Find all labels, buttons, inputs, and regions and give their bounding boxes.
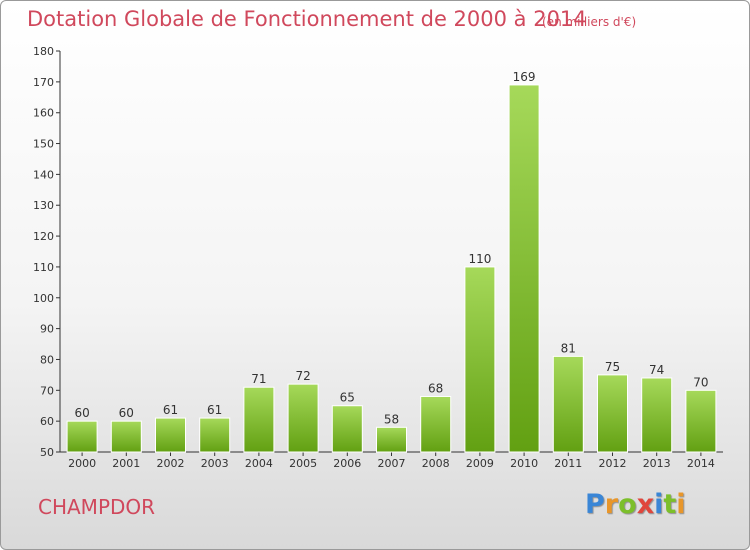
bar-2014	[685, 389, 717, 453]
logo-letter: t	[663, 489, 677, 520]
y-tick-label: 150	[33, 138, 54, 151]
y-tick-label: 70	[40, 384, 54, 397]
logo-letter: o	[618, 489, 637, 520]
unit-note: (en milliers d'€)	[542, 15, 637, 29]
bar-2013	[641, 377, 673, 453]
x-tick-label: 2009	[466, 457, 494, 470]
x-tick-label: 2010	[510, 457, 538, 470]
x-tick-label: 2002	[157, 457, 185, 470]
x-tick-label: 2007	[378, 457, 406, 470]
x-tick-label: 2001	[112, 457, 140, 470]
x-tick-label: 2006	[333, 457, 361, 470]
x-axis: 2000 2001 2002 2003 2004 2005 2006 2007 2008 2009…	[60, 451, 723, 470]
y-axis: 50 60 70 80 90 100 110 120 130 140 150 160 170 180	[33, 45, 61, 459]
y-tick-label: 170	[33, 76, 54, 89]
y-tick-label: 130	[33, 199, 54, 212]
data-label-2003: 61	[207, 403, 222, 417]
x-tick-label: 2008	[422, 457, 450, 470]
x-tick-label: 2013	[643, 457, 671, 470]
data-label-2010: 169	[513, 70, 536, 84]
data-label-2002: 61	[163, 403, 178, 417]
data-label-2001: 60	[119, 406, 134, 420]
data-label-2014: 70	[693, 375, 708, 389]
x-tick-label: 2004	[245, 457, 273, 470]
bar-2004	[243, 386, 275, 453]
y-tick-label: 180	[33, 45, 54, 58]
logo-letter: x	[636, 489, 655, 520]
y-tick-label: 110	[33, 261, 54, 274]
x-tick-label: 2000	[68, 457, 96, 470]
y-tick-label: 140	[33, 168, 54, 181]
x-tick-label: 2014	[687, 457, 715, 470]
y-tick-label: 90	[40, 323, 54, 336]
data-label-2000: 60	[74, 406, 89, 420]
bar-2003	[199, 417, 231, 453]
commune-name: CHAMPDOR	[38, 495, 156, 519]
logo-letter: r	[604, 489, 619, 520]
chart-title: Dotation Globale de Fonctionnement de 20…	[27, 7, 587, 31]
x-tick-label: 2012	[599, 457, 627, 470]
y-tick-label: 60	[40, 415, 54, 428]
y-tick-label: 80	[40, 353, 54, 366]
logo-letter: i	[676, 489, 686, 520]
bar-2001	[110, 420, 142, 453]
data-label-2009: 110	[468, 252, 491, 266]
bar-2007	[376, 426, 407, 453]
y-tick-label: 120	[33, 230, 54, 243]
data-label-2011: 81	[561, 341, 576, 355]
bar-2011	[552, 355, 584, 453]
bar-2009	[464, 266, 496, 453]
proxiti-logo[interactable]: Proxiti	[585, 489, 686, 520]
data-label-2013: 74	[649, 363, 664, 377]
x-tick-label: 2005	[289, 457, 317, 470]
bar-2010	[508, 84, 540, 453]
bar-2006	[331, 405, 363, 453]
x-tick-label: 2003	[201, 457, 229, 470]
y-tick-label: 100	[33, 292, 54, 305]
data-label-2005: 72	[295, 369, 310, 383]
data-label-2006: 65	[340, 391, 355, 405]
bar-2012	[597, 374, 628, 453]
logo-letter: P	[585, 489, 605, 520]
bar-2008	[420, 395, 452, 453]
data-label-2012: 75	[605, 360, 620, 374]
data-label-2004: 71	[251, 372, 266, 386]
bars-group	[66, 84, 717, 453]
bar-2005	[287, 383, 319, 453]
data-labels-group: 60 60 61 61 71 72 65 58 68 110 169 81 75 74 70	[74, 70, 708, 426]
x-tick-label: 2011	[554, 457, 582, 470]
data-label-2007: 58	[384, 412, 399, 426]
data-label-2008: 68	[428, 381, 443, 395]
bar-2000	[66, 420, 98, 453]
logo-letter: i	[654, 489, 664, 520]
y-tick-label: 160	[33, 107, 54, 120]
bar-2002	[155, 417, 186, 453]
y-tick-label: 50	[40, 446, 54, 459]
